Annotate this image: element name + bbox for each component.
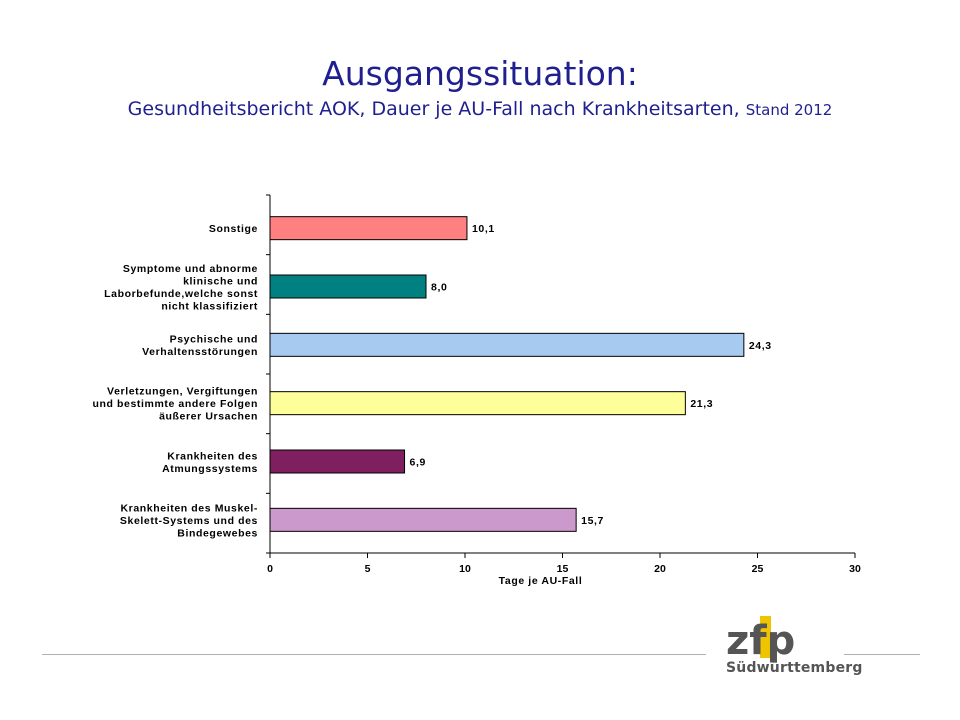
category-label: Krankheiten des Atmungssystems bbox=[162, 450, 258, 475]
bar bbox=[269, 332, 745, 357]
zfp-logo-icon: zfp bbox=[726, 616, 795, 664]
x-tick-label: 20 bbox=[654, 563, 666, 575]
category-label-line: Sonstige bbox=[209, 223, 258, 235]
category-label-line: äußerer Ursachen bbox=[159, 411, 258, 423]
category-label-line: Atmungssystems bbox=[162, 463, 258, 475]
category-label-line: Laborbefunde,welche sonst bbox=[104, 288, 258, 300]
x-tick-label: 15 bbox=[557, 563, 569, 575]
bar-value-label: 8,0 bbox=[431, 282, 447, 294]
category-label-line: Psychische und bbox=[170, 334, 258, 346]
bar-value-label: 21,3 bbox=[690, 398, 713, 410]
category-label-line: Symptome und abnorme bbox=[123, 263, 258, 275]
category-label-line: Skelett-Systems und des bbox=[120, 515, 258, 527]
logo-accent bbox=[760, 616, 771, 658]
subtitle-text: Gesundheitsbericht AOK, Dauer je AU-Fall… bbox=[127, 98, 740, 120]
x-tick-label: 0 bbox=[267, 563, 273, 575]
x-tick-label: 10 bbox=[459, 563, 471, 575]
bar bbox=[269, 216, 468, 241]
category-label: Sonstige bbox=[209, 223, 258, 235]
bar-value-label: 6,9 bbox=[410, 457, 426, 469]
title-main: Ausgangssituation: bbox=[322, 54, 638, 93]
bar-value-label: 15,7 bbox=[581, 515, 604, 527]
category-label-line: Krankheiten des bbox=[167, 450, 258, 462]
bar bbox=[269, 449, 406, 474]
category-label: Krankheiten des Muskel-Skelett-Systems u… bbox=[120, 502, 258, 539]
category-label: Psychische und Verhaltensstörungen bbox=[142, 334, 258, 359]
x-tick-label: 30 bbox=[849, 563, 861, 575]
x-axis-title: Tage je AU-Fall bbox=[499, 575, 583, 587]
x-tick-label: 25 bbox=[752, 563, 764, 575]
bar bbox=[269, 507, 577, 532]
category-label: Verletzungen, Vergiftungen und bestimmte … bbox=[92, 386, 258, 423]
subtitle-date: Stand 2012 bbox=[745, 101, 833, 119]
bar bbox=[269, 391, 686, 416]
category-label-line: und bestimmte andere Folgen bbox=[92, 398, 258, 410]
slide-title: Ausgangssituation: Gesundheitsbericht AO… bbox=[0, 54, 960, 123]
footer-divider-right bbox=[844, 654, 920, 655]
title-subtitle: Gesundheitsbericht AOK, Dauer je AU-Fall… bbox=[0, 96, 960, 123]
category-label-line: nicht klassifiziert bbox=[161, 300, 258, 312]
category-label-line: klinische und bbox=[183, 275, 258, 287]
bar-value-label: 10,1 bbox=[472, 223, 495, 235]
logo-letters: zfp bbox=[726, 618, 795, 664]
category-label-line: Bindegewebes bbox=[177, 527, 258, 539]
category-label-line: Krankheiten des Muskel- bbox=[120, 502, 258, 514]
footer-divider-left bbox=[42, 654, 706, 655]
x-tick-label: 5 bbox=[365, 563, 371, 575]
bar bbox=[269, 274, 427, 299]
bar-value-label: 24,3 bbox=[749, 340, 772, 352]
category-label-line: Verhaltensstörungen bbox=[142, 346, 258, 358]
category-label: Symptome und abnorme klinische und Laborbe… bbox=[104, 263, 258, 313]
category-label-line: Verletzungen, Vergiftungen bbox=[107, 386, 258, 398]
logo-text: Südwürttemberg bbox=[726, 660, 863, 676]
